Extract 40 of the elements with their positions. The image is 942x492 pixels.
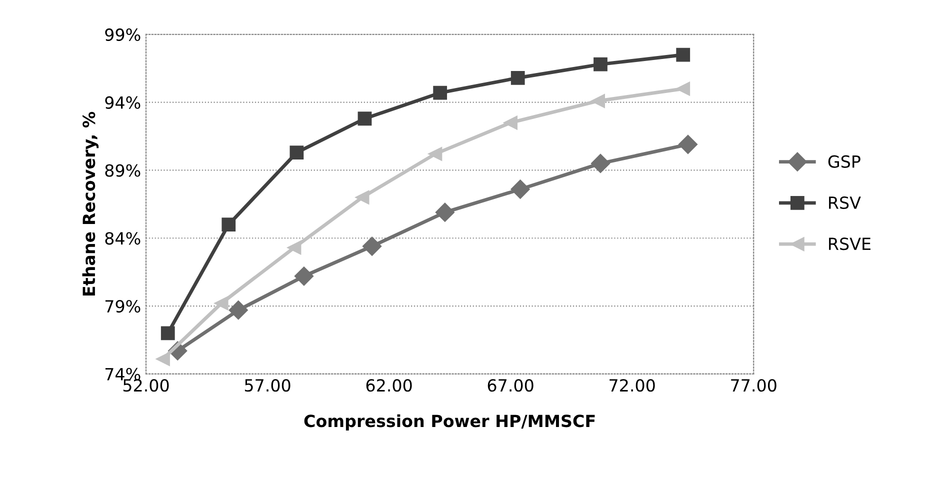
y-tick-label: 84%: [105, 232, 140, 245]
point: [510, 70, 525, 85]
x-tick-label: 77.00: [731, 379, 776, 392]
point: [590, 154, 610, 173]
point: [594, 57, 608, 72]
point: [287, 240, 302, 255]
point: [290, 146, 304, 160]
point: [358, 112, 372, 126]
legend-label: RSVE: [829, 238, 870, 250]
point: [428, 146, 442, 161]
x-tick-label: 62.00: [366, 379, 412, 392]
x-tick-label: 52.00: [123, 379, 169, 392]
x-tick-label: 57.00: [244, 379, 290, 392]
point: [156, 352, 170, 366]
legend-label: RSV: [829, 196, 861, 210]
x-tick-label: 67.00: [488, 379, 534, 392]
point: [433, 86, 448, 100]
y-tick-label: 99%: [105, 28, 140, 42]
x-tick-label: 72.00: [610, 379, 655, 392]
point: [214, 296, 228, 310]
point: [676, 48, 690, 62]
point: [435, 202, 454, 222]
point: [678, 134, 698, 154]
y-tick-label: 89%: [105, 164, 140, 177]
y-tick-label: 74%: [105, 368, 140, 380]
point: [228, 300, 248, 320]
point: [222, 218, 236, 232]
point: [504, 116, 518, 130]
point: [510, 180, 530, 199]
point: [355, 190, 370, 204]
point: [160, 326, 175, 340]
point: [362, 236, 382, 256]
point: [294, 266, 314, 286]
point: [676, 82, 690, 96]
point: [591, 94, 605, 108]
x-axis-title: Compression Power HP/MMSCF: [304, 414, 595, 430]
y-tick-label: 79%: [105, 300, 140, 313]
y-tick-label: 94%: [105, 96, 140, 109]
legend-label: GSP: [828, 155, 860, 168]
y-axis-title: Ethane Recovery, %: [82, 112, 99, 296]
